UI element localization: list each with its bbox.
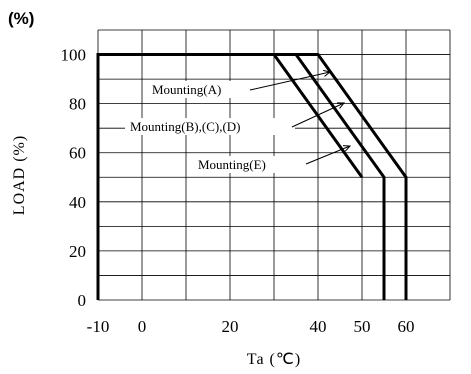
annotation-arrow — [249, 71, 331, 91]
annotation-label: Mounting(E) — [198, 157, 266, 172]
annotation-box — [125, 118, 295, 135]
y-axis-label: LOAD (%) — [11, 135, 28, 215]
x-tick-label: 40 — [310, 317, 327, 336]
annotation-arrowhead — [323, 69, 332, 77]
y-tick-label: 20 — [69, 242, 86, 261]
series-lines — [96, 53, 408, 300]
y-tick-label: 0 — [78, 291, 87, 310]
series-line-2 — [98, 53, 408, 300]
x-tick-label: -10 — [87, 317, 110, 336]
annotation-box — [147, 81, 253, 98]
annotations: Mounting(A) Mounting(B),(C),(D) Mounting(E… — [125, 69, 352, 173]
x-tick-label: 50 — [354, 317, 371, 336]
annotation-box — [193, 156, 299, 173]
y-unit-label: (%) — [8, 9, 34, 28]
annotation-arrow — [291, 102, 345, 128]
x-tick-label: 0 — [138, 317, 147, 336]
y-tick-label: 80 — [69, 95, 86, 114]
y-tick-label: 40 — [69, 193, 86, 212]
x-tick-label: 60 — [398, 317, 415, 336]
annotation-arrow — [305, 145, 351, 165]
x-axis-label: Ta (℃) — [247, 351, 301, 368]
y-tick-label: 60 — [69, 144, 86, 163]
x-tick-label: 20 — [222, 317, 239, 336]
annotation-label: Mounting(B),(C),(D) — [130, 119, 241, 134]
annotation-label: Mounting(A) — [152, 82, 221, 97]
annotation-arrowhead — [336, 102, 346, 109]
y-tick-label: 100 — [61, 46, 87, 65]
annotation-arrowhead — [342, 145, 352, 152]
